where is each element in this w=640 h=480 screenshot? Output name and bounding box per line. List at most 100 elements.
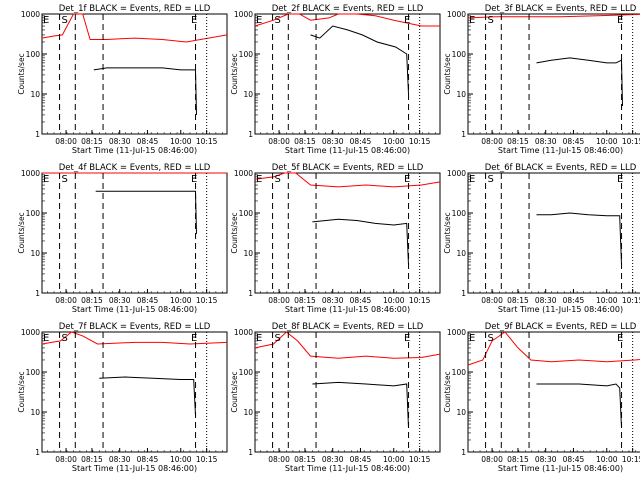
x-tick-label: 08:00 <box>481 296 503 305</box>
x-tick-label: 08:00 <box>55 296 77 305</box>
event-marker-label: E <box>404 174 410 185</box>
x-tick-label: 08:30 <box>322 296 344 305</box>
x-tick-label: 08:15 <box>507 137 529 146</box>
plot-frame <box>467 13 640 135</box>
y-tick-label: 1000 <box>234 169 253 178</box>
x-tick-label: 08:45 <box>350 296 372 305</box>
x-tick-label: 08:45 <box>350 455 372 464</box>
event-marker-label: S <box>62 174 68 185</box>
events-line <box>312 218 409 266</box>
x-axis-label: Start Time (11-Jul-15 08:46:00) <box>498 464 623 473</box>
y-tick-label: 100 <box>452 368 467 377</box>
x-tick-label: 08:15 <box>507 455 529 464</box>
x-tick-label: 08:00 <box>268 455 290 464</box>
panel-title: Det_3f BLACK = Events, RED = LLD <box>485 4 637 14</box>
y-tick-label: 100 <box>452 50 467 59</box>
y-tick-label: 1 <box>461 289 466 298</box>
event-marker-label: S <box>275 333 281 344</box>
y-tick-label: 1 <box>461 130 466 139</box>
y-tick-label: 1 <box>248 448 253 457</box>
y-tick-label: 100 <box>26 368 41 377</box>
event-marker-label: E <box>469 174 475 185</box>
y-tick-label: 10 <box>243 90 253 99</box>
y-tick-label: 1000 <box>447 169 466 178</box>
y-tick-label: 10 <box>243 249 253 258</box>
y-tick-label: 1 <box>248 289 253 298</box>
panel-title: Det_2f BLACK = Events, RED = LLD <box>272 4 424 14</box>
x-tick-label: 08:15 <box>294 296 316 305</box>
events-line <box>536 383 622 428</box>
plot-frame <box>41 331 228 453</box>
event-marker-label: E <box>191 174 197 185</box>
event-marker-label: S <box>62 15 68 26</box>
x-tick-label: 08:30 <box>109 137 131 146</box>
y-tick-label: 1 <box>35 130 40 139</box>
events-line <box>93 67 197 115</box>
x-tick-label: 08:45 <box>137 455 159 464</box>
x-tick-label: 08:15 <box>507 296 529 305</box>
y-tick-label: 100 <box>239 209 254 218</box>
event-marker-label: S <box>62 333 68 344</box>
y-tick-label: 1 <box>461 448 466 457</box>
x-tick-label: 08:30 <box>535 455 557 464</box>
event-marker-label: S <box>488 333 494 344</box>
event-marker-label: E <box>256 174 262 185</box>
x-tick-label: 10:00 <box>383 455 405 464</box>
events-line <box>536 212 622 266</box>
x-tick-label: 10:15 <box>409 137 431 146</box>
y-tick-label: 10 <box>456 408 466 417</box>
lld-line <box>467 331 640 366</box>
y-axis-label: Counts/sec <box>17 212 26 253</box>
y-axis-label: Counts/sec <box>17 53 26 94</box>
panel-title: Det_8f BLACK = Events, RED = LLD <box>272 322 424 332</box>
y-tick-label: 10 <box>30 408 40 417</box>
y-tick-label: 1000 <box>234 10 253 19</box>
panel-title: Det_1f BLACK = Events, RED = LLD <box>59 4 211 14</box>
events-line <box>312 381 409 428</box>
x-tick-label: 08:45 <box>563 455 585 464</box>
lld-line <box>467 13 640 19</box>
x-tick-label: 08:15 <box>294 137 316 146</box>
x-tick-label: 08:30 <box>535 296 557 305</box>
x-axis-label: Start Time (11-Jul-15 08:46:00) <box>498 146 623 155</box>
x-tick-label: 08:00 <box>268 137 290 146</box>
y-tick-label: 1000 <box>21 328 40 337</box>
x-tick-label: 10:15 <box>196 137 218 146</box>
plot-frame <box>41 13 228 135</box>
event-marker-label: S <box>488 15 494 26</box>
x-tick-label: 08:15 <box>294 455 316 464</box>
x-tick-label: 08:30 <box>322 455 344 464</box>
y-tick-label: 1 <box>35 289 40 298</box>
x-tick-label: 10:00 <box>596 455 618 464</box>
y-tick-label: 1000 <box>447 10 466 19</box>
x-tick-label: 10:00 <box>383 137 405 146</box>
x-tick-label: 10:15 <box>622 296 640 305</box>
event-marker-label: S <box>275 15 281 26</box>
event-marker-label: E <box>617 15 623 26</box>
event-marker-label: E <box>469 15 475 26</box>
panel-det-5: Det_5f BLACK = Events, RED = LLD 1 10 100 10… <box>230 163 441 314</box>
plot-frame <box>254 13 441 135</box>
x-tick-label: 08:15 <box>81 455 103 464</box>
event-marker-label: E <box>256 15 262 26</box>
lld-line <box>254 13 440 27</box>
x-tick-label: 08:00 <box>268 296 290 305</box>
y-axis-label: Counts/sec <box>230 53 239 94</box>
x-tick-label: 08:15 <box>81 296 103 305</box>
y-tick-label: 100 <box>26 209 41 218</box>
x-tick-label: 10:15 <box>409 455 431 464</box>
event-marker-label: E <box>617 174 623 185</box>
x-axis-label: Start Time (11-Jul-15 08:46:00) <box>72 464 197 473</box>
x-axis-label: Start Time (11-Jul-15 08:46:00) <box>285 305 410 314</box>
panel-title: Det_9f BLACK = Events, RED = LLD <box>485 322 637 332</box>
y-tick-label: 1000 <box>447 328 466 337</box>
y-tick-label: 1 <box>35 448 40 457</box>
panel-det-7: Det_7f BLACK = Events, RED = LLD 1 10 100 10… <box>17 322 228 473</box>
y-axis-label: Counts/sec <box>230 212 239 253</box>
x-tick-label: 10:00 <box>170 296 192 305</box>
x-tick-label: 10:00 <box>170 455 192 464</box>
y-tick-label: 1000 <box>21 169 40 178</box>
lld-line <box>41 331 228 345</box>
event-marker-label: E <box>469 333 475 344</box>
